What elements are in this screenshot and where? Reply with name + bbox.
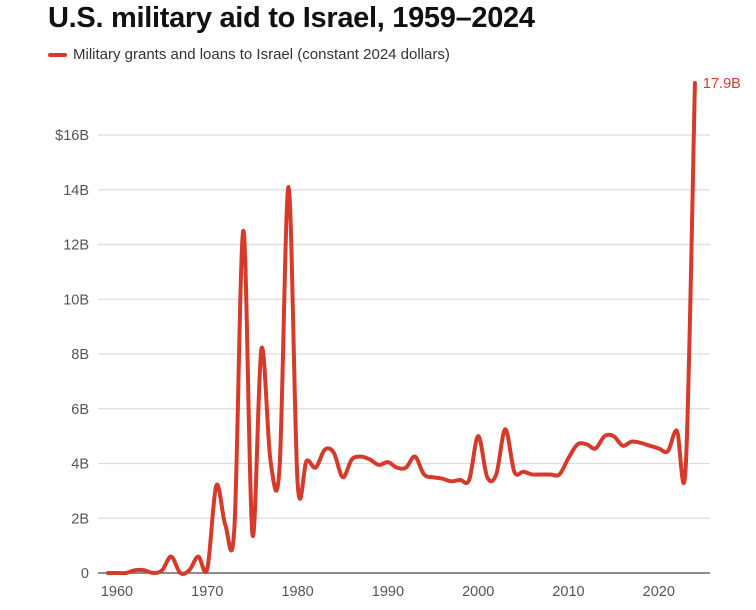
y-tick-label: 10B bbox=[63, 292, 89, 308]
x-tick-label: 2010 bbox=[552, 584, 584, 600]
end-value-label: 17.9B bbox=[703, 76, 741, 92]
y-axis-ticks: 0 2B 4B 6B 8B 10B 12B 14B $16B bbox=[55, 128, 89, 582]
series-layer bbox=[105, 80, 697, 576]
y-tick-label: 2B bbox=[71, 511, 89, 527]
chart-title: U.S. military aid to Israel, 1959–2024 bbox=[48, 2, 535, 34]
y-tick-label: 4B bbox=[71, 457, 89, 473]
x-tick-label: 1960 bbox=[101, 584, 133, 600]
annotations: 17.9B bbox=[703, 76, 741, 92]
y-tick-label: 6B bbox=[71, 402, 89, 418]
x-tick-label: 1980 bbox=[281, 584, 313, 600]
legend: Military grants and loans to Israel (con… bbox=[48, 46, 450, 63]
legend-label: Military grants and loans to Israel (con… bbox=[73, 46, 450, 63]
y-tick-label: 8B bbox=[71, 347, 89, 363]
x-tick-label: 1970 bbox=[191, 584, 223, 600]
x-tick-label: 1990 bbox=[372, 584, 404, 600]
legend-swatch bbox=[48, 52, 67, 57]
y-tick-label: 0 bbox=[81, 566, 89, 582]
y-tick-label: 12B bbox=[63, 238, 89, 254]
y-tick-label: 14B bbox=[63, 183, 89, 199]
x-tick-label: 2020 bbox=[643, 584, 675, 600]
series-line bbox=[105, 80, 697, 576]
x-axis-ticks: 1960 1970 1980 1990 2000 2010 2020 bbox=[101, 584, 675, 600]
gridlines bbox=[98, 134, 710, 574]
y-tick-label: $16B bbox=[55, 128, 89, 144]
x-tick-label: 2000 bbox=[462, 584, 494, 600]
